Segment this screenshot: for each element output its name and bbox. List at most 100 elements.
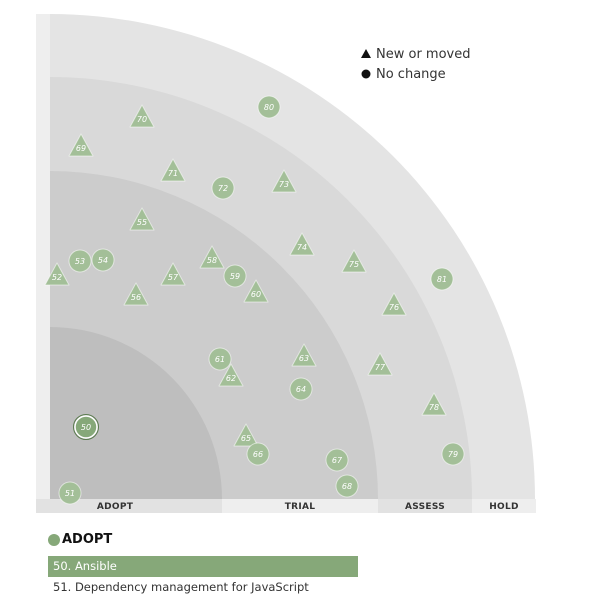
- blip-77[interactable]: 77: [367, 352, 393, 376]
- quadrant-title: ADOPT: [62, 532, 113, 547]
- blip-50[interactable]: 50: [73, 414, 99, 440]
- blip-number: 54: [98, 256, 108, 265]
- ring-label-hold: HOLD: [489, 502, 519, 512]
- blip-54[interactable]: 54: [91, 248, 115, 272]
- blip-74[interactable]: 74: [289, 232, 315, 256]
- blip-circle-icon: [257, 95, 281, 119]
- blip-triangle-icon: [291, 343, 317, 367]
- ring-adopt: [50, 327, 222, 499]
- blip-64[interactable]: 64: [289, 377, 313, 401]
- blip-number: 61: [215, 355, 225, 364]
- blip-number: 78: [429, 403, 439, 412]
- blip-69[interactable]: 69: [68, 133, 94, 157]
- blip-62[interactable]: 62: [218, 363, 244, 387]
- blip-circle-icon: [289, 377, 313, 401]
- blip-60[interactable]: 60: [243, 279, 269, 303]
- blip-number: 62: [226, 374, 236, 383]
- blip-number: 55: [137, 218, 147, 227]
- blip-79[interactable]: 79: [441, 442, 465, 466]
- blip-81[interactable]: 81: [430, 267, 454, 291]
- blip-triangle-icon: [233, 423, 259, 447]
- blip-triangle-icon: [68, 133, 94, 157]
- blip-number: 51: [65, 489, 75, 498]
- blip-circle-icon: [58, 481, 82, 505]
- blip-circle-icon: [325, 448, 349, 472]
- blip-number: 79: [448, 450, 458, 459]
- blip-triangle-icon: [271, 169, 297, 193]
- blip-list-item[interactable]: 50. Ansible: [48, 556, 358, 577]
- blip-triangle-icon: [199, 245, 225, 269]
- blip-number: 80: [264, 103, 274, 112]
- blip-number: 81: [437, 275, 447, 284]
- ring-label-adopt: ADOPT: [97, 502, 134, 512]
- blip-number: 77: [375, 363, 386, 372]
- ring-labels: ADOPT TRIAL ASSESS HOLD: [36, 499, 536, 513]
- blip-triangle-icon: [421, 392, 447, 416]
- blip-number: 52: [52, 273, 62, 282]
- blip-57[interactable]: 57: [160, 262, 186, 286]
- blip-71[interactable]: 71: [160, 158, 186, 182]
- blip-number: 50: [81, 423, 91, 432]
- blip-triangle-icon: [367, 352, 393, 376]
- blip-80[interactable]: 80: [257, 95, 281, 119]
- blip-number: 76: [389, 303, 399, 312]
- blip-75[interactable]: 75: [341, 249, 367, 273]
- blip-67[interactable]: 67: [325, 448, 349, 472]
- blip-circle-icon: [91, 248, 115, 272]
- blip-triangle-icon: [218, 363, 244, 387]
- blip-circle-icon: [208, 347, 232, 371]
- blip-number: 60: [251, 290, 261, 299]
- blip-triangle-icon: [160, 158, 186, 182]
- blip-circle-icon: [68, 249, 92, 273]
- blip-circle-icon: [246, 442, 270, 466]
- blip-number: 74: [297, 243, 307, 252]
- blip-number: 75: [349, 260, 359, 269]
- blip-51[interactable]: 51: [58, 481, 82, 505]
- ring-label-assess: ASSESS: [405, 502, 445, 512]
- blip-circle-icon: [74, 415, 98, 439]
- blip-55[interactable]: 55: [129, 207, 155, 231]
- quadrant-dot-icon: [48, 533, 60, 546]
- blip-number: 72: [218, 184, 228, 193]
- blip-65[interactable]: 65: [233, 423, 259, 447]
- blip-53[interactable]: 53: [68, 249, 92, 273]
- blip-number: 63: [299, 354, 309, 363]
- blip-66[interactable]: 66: [246, 442, 270, 466]
- blip-circle-icon: [223, 264, 247, 288]
- radar-rings: [36, 14, 535, 513]
- blip-triangle-icon: [341, 249, 367, 273]
- blip-58[interactable]: 58: [199, 245, 225, 269]
- blip-72[interactable]: 72: [211, 176, 235, 200]
- blip-number: 70: [137, 115, 147, 124]
- left-margin-strip: [36, 14, 50, 513]
- blip-number: 71: [168, 169, 178, 178]
- blip-68[interactable]: 68: [335, 474, 359, 498]
- blip-number: 64: [296, 385, 306, 394]
- blip-number: 73: [279, 180, 289, 189]
- blip-59[interactable]: 59: [223, 264, 247, 288]
- ring-label-bg: [472, 499, 536, 513]
- blip-number: 67: [332, 456, 343, 465]
- blip-list-item[interactable]: 51. Dependency management for JavaScript: [53, 580, 309, 594]
- blip-number: 56: [131, 293, 141, 302]
- blip-circle-icon: [430, 267, 454, 291]
- ring-label-bg: [222, 499, 378, 513]
- blip-52[interactable]: 52: [44, 262, 70, 286]
- blip-78[interactable]: 78: [421, 392, 447, 416]
- blip-73[interactable]: 73: [271, 169, 297, 193]
- blip-70[interactable]: 70: [129, 104, 155, 128]
- blip-56[interactable]: 56: [123, 282, 149, 306]
- ring-label-trial: TRIAL: [285, 502, 316, 512]
- blip-circle-icon: [441, 442, 465, 466]
- blip-circle-icon: [211, 176, 235, 200]
- quadrant-header: ADOPT: [48, 532, 112, 547]
- blip-triangle-icon: [243, 279, 269, 303]
- blip-61[interactable]: 61: [208, 347, 232, 371]
- blip-63[interactable]: 63: [291, 343, 317, 367]
- blip-number: 68: [342, 482, 352, 491]
- blip-number: 57: [168, 273, 179, 282]
- blip-circle-icon: [335, 474, 359, 498]
- blip-76[interactable]: 76: [381, 292, 407, 316]
- legend-circle-icon: [361, 69, 371, 79]
